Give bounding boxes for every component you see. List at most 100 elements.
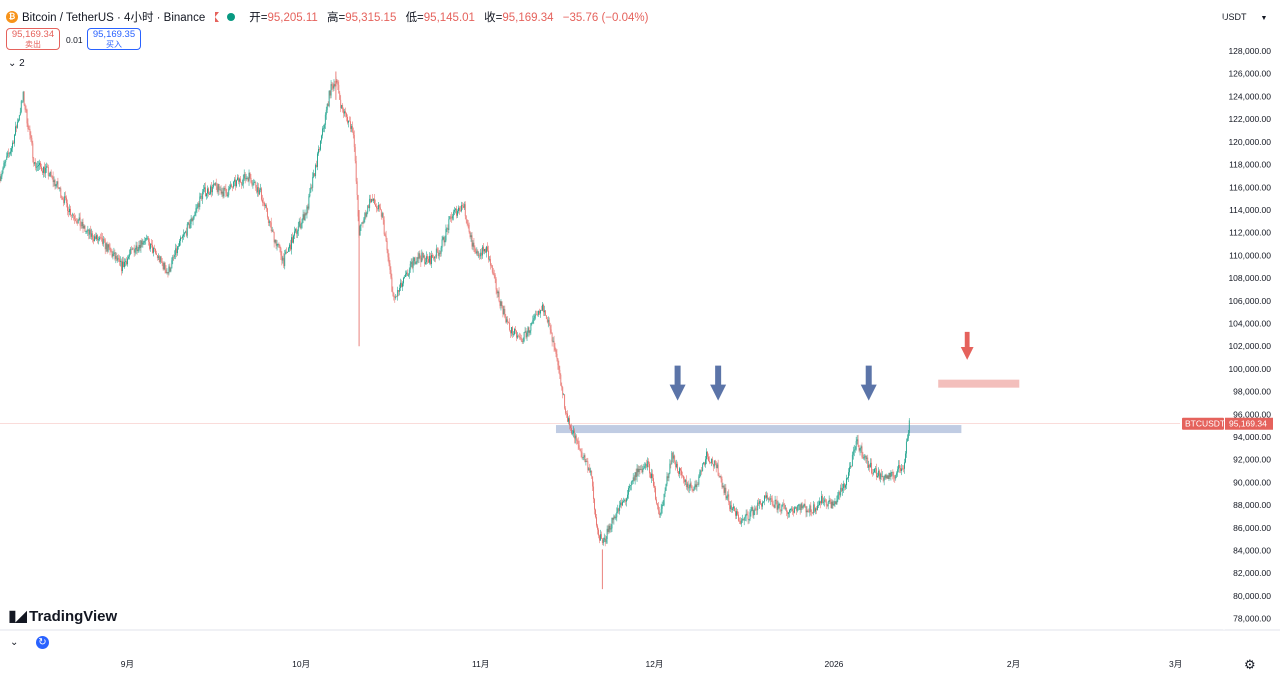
candle-body [899,465,901,468]
candle-body [784,504,786,509]
gear-icon[interactable]: ⚙ [1244,657,1256,672]
time-axis[interactable]: 9月 10月 11月 12月 2026 2月 3月 [121,659,1182,669]
candle-body [23,91,25,105]
candle-body [343,109,345,114]
candle-body [212,183,214,187]
candle-body [91,233,93,237]
chevron-down-icon[interactable]: ⌄ [10,637,19,648]
symbol-title[interactable]: Bitcoin / TetherUS · 4小时 · Binance [22,12,206,24]
candle-body [467,224,469,225]
candle-body [895,475,897,479]
candle-body [281,255,283,261]
candle-body [232,186,234,188]
candle-body [131,248,133,250]
candle-body [873,472,874,474]
candle-body [334,84,336,86]
buy-button[interactable]: 95,169.35 买入 [87,28,141,50]
candle-body [881,476,883,477]
candle-body [695,484,697,488]
candle-body [852,451,854,455]
candle-body [132,248,134,250]
candle-body [541,310,542,311]
candle-body [743,517,745,521]
candle-body [815,508,817,512]
candle-body [221,191,223,194]
candle-body [553,340,555,347]
candle-body [240,182,242,185]
indicators-count: 2 [19,58,25,69]
candle-body [738,514,739,521]
candle-body [579,448,581,452]
candle-body [191,218,193,221]
candle-body [390,269,392,278]
candle-body [849,467,850,473]
candle-body [674,455,676,462]
candle-body [349,121,351,129]
candle-body [55,184,57,187]
candle-body [730,505,732,510]
indicators-toggle[interactable]: ⌄ 2 [8,58,25,69]
candle-body [440,247,442,254]
candle-body [607,528,609,532]
candle-body [634,472,636,481]
candle-body [256,187,258,193]
candle-body [239,178,241,183]
candle-body [796,506,798,511]
candle-body [792,508,793,512]
candle-body [570,425,571,429]
candle-body [18,115,20,120]
candle-body [497,291,499,294]
candle-body [544,310,546,316]
candle-body [772,504,774,506]
candle-body [724,487,726,493]
candle-body [727,494,729,497]
candle-body [243,174,245,179]
candle-body [736,511,737,516]
candle-body [204,187,206,190]
candle-body [422,252,424,258]
candle-body [552,340,554,342]
candle-body [719,476,721,477]
candle-body [296,231,298,234]
candle-body [692,490,694,491]
candle-body [199,196,201,207]
candle-body [566,413,567,415]
candle-body [622,501,623,506]
candle-body [196,207,198,209]
candle-body [189,223,191,229]
candle-body [347,116,348,123]
candle-body [500,301,502,306]
price-axis[interactable]: 128,000.00 126,000.00 124,000.00 122,000.00… [1228,46,1271,624]
refresh-icon[interactable]: ↻ [36,636,49,649]
flag-icon[interactable] [215,12,220,22]
candle-body [831,501,833,509]
candle-body [576,440,578,442]
sell-button[interactable]: 95,169.34 卖出 [6,28,60,50]
candle-body [694,484,696,488]
candle-body [418,253,420,259]
price-tag-bg [1225,417,1273,430]
candle-body [725,487,727,499]
candle-body [80,225,82,227]
candle-body [825,500,827,506]
candle-body [650,473,651,479]
candle-body [652,473,653,479]
spread-value: 0.01 [66,35,83,45]
candle-body [4,161,6,164]
candle-body [182,236,183,238]
candle-body [677,463,679,472]
candle-body [276,244,278,246]
candle-body [846,478,847,486]
buy-price: 95,169.35 [92,29,136,40]
candle-body [219,189,221,191]
candle-body [662,505,664,506]
candle-body [359,226,361,236]
candle-body [158,256,160,263]
candle-body [387,250,389,258]
candle-body [495,279,497,290]
candle-body [313,173,315,177]
candle-body [595,509,596,518]
candle-body [536,314,538,316]
currency-selector[interactable]: USDT ▼ [1222,8,1272,26]
